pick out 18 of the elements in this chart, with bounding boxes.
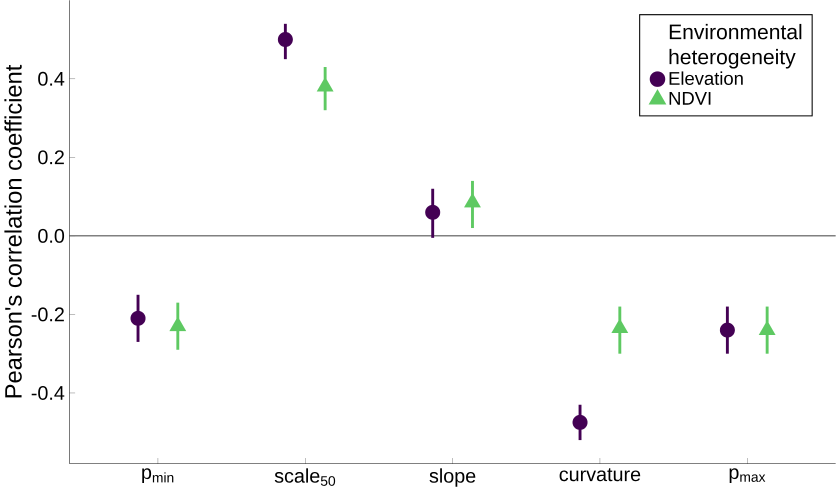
x-tick-label: scale$_{50}$ [274, 468, 336, 486]
point [572, 414, 588, 430]
legend-title: Environmental heterogeneity [670, 24, 802, 69]
y-axis-title: Pearson's correlation coefficient [4, 64, 22, 398]
y-tick-label: 0.0 [38, 228, 64, 243]
legend-label: NDVI [670, 92, 710, 105]
y-tick-label: 0.4 [38, 72, 64, 86]
legend-label: Elevation [670, 71, 743, 85]
x-tick-label: p$_{min}$ [142, 468, 174, 483]
x-tick-label: slope [430, 468, 476, 487]
y-tick-label: 0.2 [38, 150, 64, 164]
point [720, 322, 735, 338]
point [425, 204, 440, 220]
y-tick-label: -0.2 [32, 307, 64, 322]
x-tick-label: curvature [560, 468, 640, 482]
x-tick-label: p$_{max}$ [730, 468, 766, 483]
point [130, 310, 146, 326]
y-tick-label: -0.4 [32, 386, 64, 400]
